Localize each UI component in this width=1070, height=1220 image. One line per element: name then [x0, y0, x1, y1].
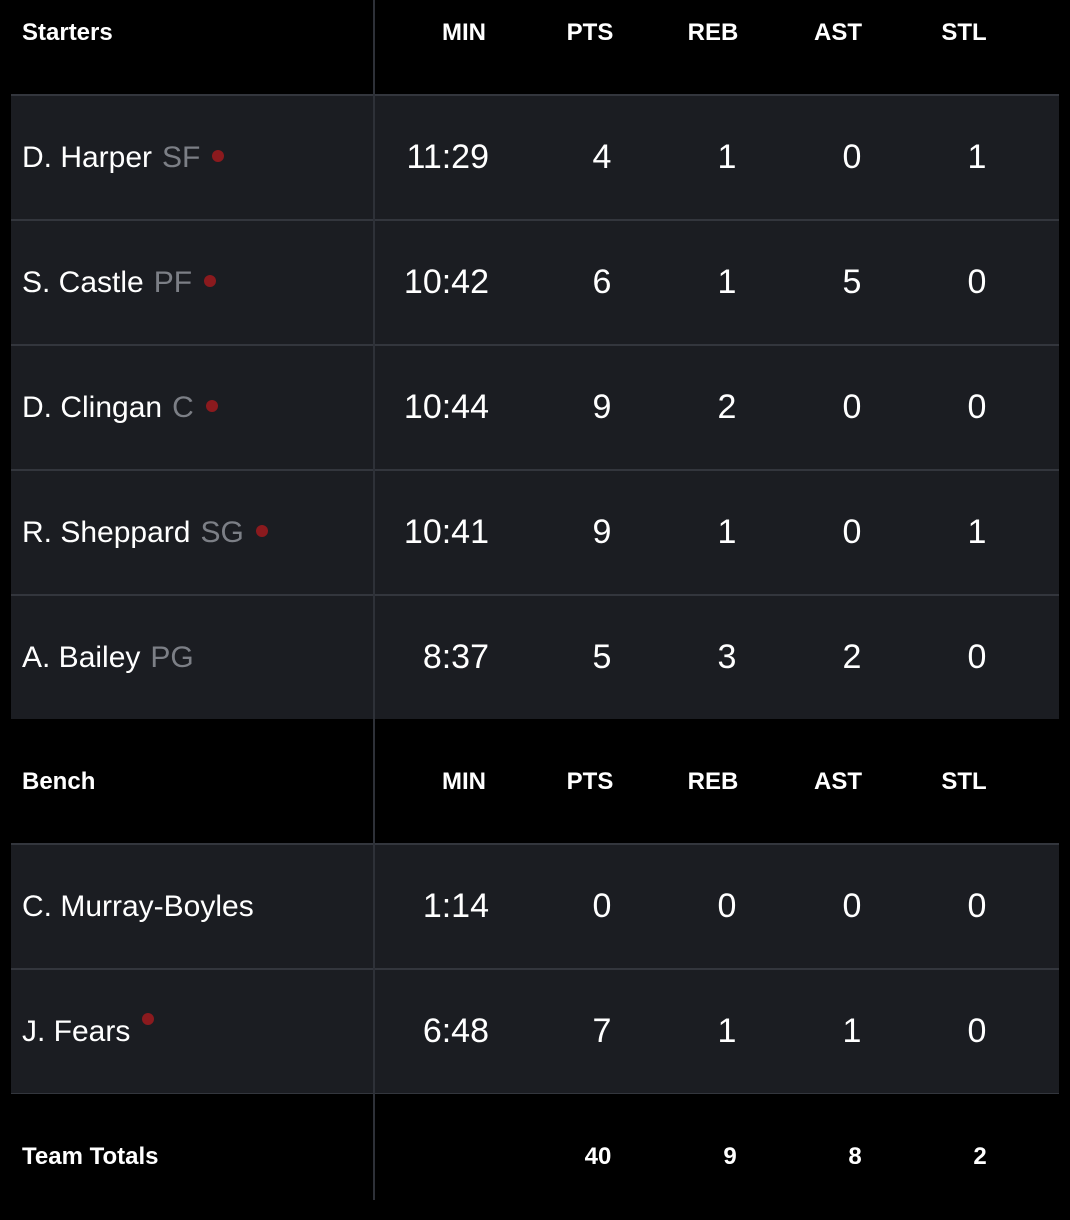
- table-row[interactable]: D. Clingan C 10:44 9 2 0 0: [11, 346, 1059, 471]
- stat-reb: 1: [717, 263, 737, 301]
- table-row[interactable]: R. Sheppard SG 10:41 9 1 0 1: [11, 471, 1059, 596]
- stat-stl: 0: [967, 638, 987, 676]
- red-dot-icon: [212, 150, 225, 163]
- col-reb[interactable]: REB: [687, 768, 739, 795]
- table-row[interactable]: D. Harper SF 11:29 4 1 0 1: [11, 96, 1059, 221]
- stat-ast: 5: [842, 263, 862, 301]
- col-ast[interactable]: AST: [814, 19, 862, 46]
- stat-min: 10:41: [403, 513, 489, 551]
- stat-stl: 0: [967, 1012, 987, 1050]
- team-totals-row: Team Totals 40 9 8 2: [0, 1094, 1070, 1200]
- stat-pts: 9: [592, 513, 612, 551]
- player-name[interactable]: D. Harper: [22, 141, 153, 174]
- player-name[interactable]: D. Clingan: [22, 391, 163, 424]
- stat-reb: 1: [717, 1012, 737, 1050]
- team-totals-label: Team Totals: [22, 1143, 159, 1170]
- total-stl: 2: [973, 1143, 987, 1170]
- stat-ast: 0: [842, 388, 862, 426]
- player-name[interactable]: A. Bailey: [22, 641, 141, 674]
- stat-min: 6:48: [422, 1012, 489, 1050]
- stat-stl: 0: [967, 887, 987, 925]
- player-name-cell: D. Clingan C: [22, 346, 218, 469]
- col-stl[interactable]: STL: [941, 768, 987, 795]
- stat-ast: 0: [842, 887, 862, 925]
- table-row[interactable]: C. Murray-Boyles 1:14 0 0 0 0: [11, 845, 1059, 970]
- player-name-cell: J. Fears: [22, 970, 155, 1093]
- col-stl[interactable]: STL: [941, 19, 987, 46]
- red-dot-icon: [255, 525, 268, 538]
- red-dot-icon: [142, 1013, 155, 1026]
- bench-title: Bench: [22, 768, 96, 795]
- stat-ast: 0: [842, 513, 862, 551]
- stat-pts: 0: [592, 887, 612, 925]
- stat-min: 1:14: [422, 887, 489, 925]
- player-position: C: [172, 391, 194, 424]
- col-reb[interactable]: REB: [687, 19, 739, 46]
- column-divider: [373, 0, 375, 1200]
- player-position: PG: [150, 641, 194, 674]
- player-name[interactable]: C. Murray-Boyles: [22, 890, 254, 923]
- stat-min: 8:37: [422, 638, 489, 676]
- stat-pts: 5: [592, 638, 612, 676]
- player-name-cell: C. Murray-Boyles: [22, 845, 254, 968]
- starters-table: D. Harper SF 11:29 4 1 0 1 S. Castle PF 10…: [11, 94, 1059, 721]
- col-pts[interactable]: PTS: [566, 19, 614, 46]
- total-ast: 8: [848, 1143, 862, 1170]
- table-row[interactable]: S. Castle PF 10:42 6 1 5 0: [11, 221, 1059, 346]
- stat-reb: 3: [717, 638, 737, 676]
- starters-title: Starters: [22, 19, 113, 46]
- stat-reb: 1: [717, 513, 737, 551]
- stat-pts: 9: [592, 388, 612, 426]
- stat-stl: 1: [967, 513, 987, 551]
- total-pts: 40: [584, 1143, 612, 1170]
- player-name-cell: R. Sheppard SG: [22, 471, 268, 594]
- col-pts[interactable]: PTS: [566, 768, 614, 795]
- col-min[interactable]: MIN: [442, 768, 486, 795]
- stat-ast: 2: [842, 638, 862, 676]
- stat-reb: 2: [717, 388, 737, 426]
- red-dot-icon: [205, 400, 218, 413]
- stat-ast: 0: [842, 138, 862, 176]
- table-row[interactable]: J. Fears 6:48 7 1 1 0: [11, 970, 1059, 1095]
- stat-pts: 6: [592, 263, 612, 301]
- player-name[interactable]: S. Castle: [22, 266, 144, 299]
- bench-table: C. Murray-Boyles 1:14 0 0 0 0 J. Fears 6…: [11, 843, 1059, 1095]
- col-ast[interactable]: AST: [814, 768, 862, 795]
- stat-stl: 0: [967, 388, 987, 426]
- stat-min: 10:44: [403, 388, 489, 426]
- player-name[interactable]: R. Sheppard: [22, 516, 191, 549]
- stat-reb: 0: [717, 887, 737, 925]
- player-name-cell: A. Bailey PG: [22, 596, 194, 719]
- stat-stl: 1: [967, 138, 987, 176]
- table-row[interactable]: A. Bailey PG 8:37 5 3 2 0: [11, 596, 1059, 721]
- player-name-cell: D. Harper SF: [22, 96, 225, 219]
- starters-header: Starters MIN PTS REB AST STL: [0, 0, 1070, 94]
- stat-stl: 0: [967, 263, 987, 301]
- bench-header: Bench MIN PTS REB AST STL: [0, 719, 1070, 844]
- stat-pts: 7: [592, 1012, 612, 1050]
- stat-min: 10:42: [403, 263, 489, 301]
- col-min[interactable]: MIN: [442, 19, 486, 46]
- player-name[interactable]: J. Fears: [22, 1015, 131, 1048]
- player-position: PF: [153, 266, 193, 299]
- player-position: SF: [162, 141, 201, 174]
- stat-pts: 4: [592, 138, 612, 176]
- stat-reb: 1: [717, 138, 737, 176]
- red-dot-icon: [204, 275, 217, 288]
- player-name-cell: S. Castle PF: [22, 221, 217, 344]
- stat-min: 11:29: [406, 138, 489, 176]
- stat-ast: 1: [842, 1012, 862, 1050]
- player-position: SG: [200, 516, 244, 549]
- total-reb: 9: [723, 1143, 737, 1170]
